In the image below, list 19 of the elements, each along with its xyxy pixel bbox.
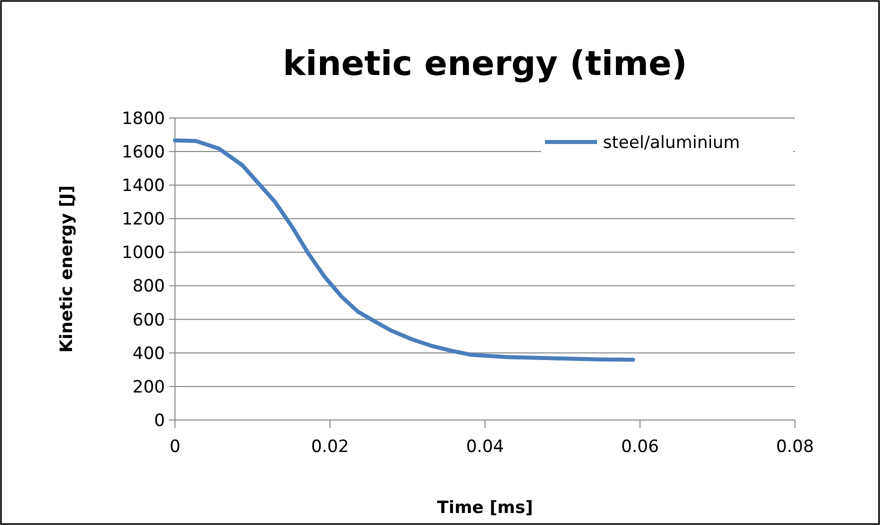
x-tick-label: 0.04 <box>466 437 504 457</box>
x-tick-label: 0.06 <box>621 437 659 457</box>
chart-title: kinetic energy (time) <box>282 44 688 84</box>
y-tick-label: 800 <box>132 276 165 297</box>
y-tick-label: 1800 <box>122 108 165 129</box>
y-tick-label: 1400 <box>122 176 165 196</box>
x-tick-label: 0.02 <box>311 437 349 457</box>
y-tick-label: 400 <box>132 344 165 364</box>
y-tick-label: 1600 <box>122 142 165 163</box>
x-axis-title: Time [ms] <box>437 498 533 518</box>
y-tick-label: 200 <box>132 377 165 398</box>
y-tick-label: 600 <box>132 310 165 330</box>
y-tick-label: 1200 <box>122 210 165 230</box>
x-tick-label: 0 <box>170 437 180 457</box>
x-tick-label: 0.08 <box>776 437 814 457</box>
y-axis-title: Kinetic energy [J] <box>57 185 77 353</box>
legend-label: steel/aluminium <box>603 132 740 153</box>
y-tick-label: 1000 <box>122 243 165 264</box>
y-tick-label: 0 <box>154 410 165 431</box>
